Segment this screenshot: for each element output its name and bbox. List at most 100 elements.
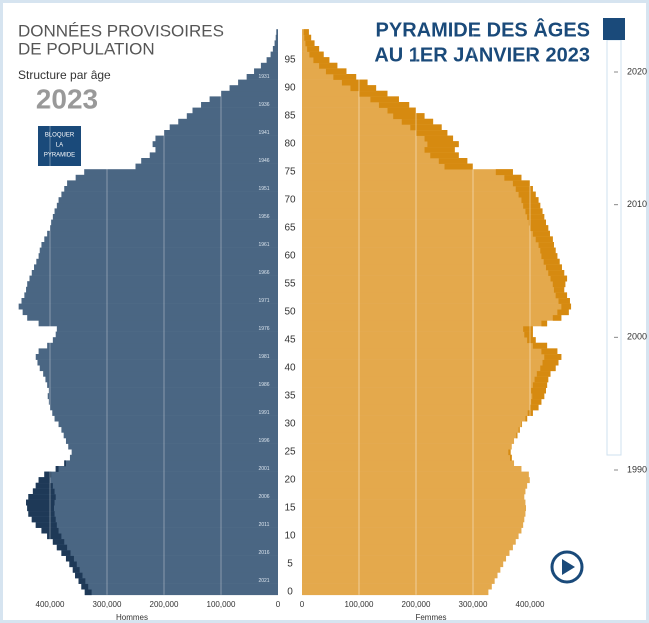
age-label: 0	[287, 587, 293, 598]
bar-men	[55, 331, 279, 338]
excess-women	[424, 135, 454, 142]
bar-men	[48, 398, 278, 405]
bar-women	[302, 342, 548, 349]
bar-men	[27, 314, 279, 321]
bar-women	[302, 124, 442, 131]
bar-men	[61, 426, 279, 433]
slider-label: 2000	[627, 332, 647, 342]
excess-men	[31, 516, 56, 523]
bar-men	[65, 555, 279, 562]
x-tick-label: 200,000	[150, 600, 179, 609]
birth-year-label: 1961	[258, 242, 269, 248]
bar-men	[238, 79, 278, 86]
x-tick-label: 200,000	[402, 600, 431, 609]
excess-women	[508, 449, 511, 456]
bar-women	[302, 74, 357, 80]
bar-men	[164, 130, 278, 136]
year: 2023	[36, 83, 98, 114]
bar-women	[302, 365, 556, 372]
bar-men	[260, 62, 278, 69]
excess-men	[52, 538, 65, 545]
excess-women	[530, 404, 539, 411]
bar-women	[302, 460, 515, 467]
bar-women	[302, 348, 558, 355]
bar-men	[275, 34, 278, 41]
bar-women	[302, 499, 526, 506]
x-tick-label: 400,000	[36, 600, 65, 609]
bar-women	[302, 281, 566, 288]
bar-men	[51, 219, 278, 226]
slider-track[interactable]	[606, 39, 622, 456]
bar-women	[302, 522, 524, 528]
excess-women	[540, 247, 556, 254]
lock-button[interactable]: BLOQUER LA PYRAMIDE	[38, 126, 81, 166]
bar-women	[302, 376, 549, 383]
excess-women	[532, 393, 545, 400]
birth-year-label: 1996	[258, 438, 269, 444]
bar-women	[302, 555, 507, 562]
slider-label: 2010	[627, 199, 647, 209]
bar-men	[254, 68, 278, 75]
excess-women	[512, 180, 530, 187]
bar-men	[22, 309, 278, 316]
age-label: 20	[284, 475, 296, 486]
bar-men	[56, 326, 279, 332]
excess-women	[544, 354, 562, 360]
excess-women	[307, 46, 320, 52]
play-icon[interactable]	[562, 559, 575, 575]
bar-women	[302, 572, 498, 579]
excess-men	[28, 494, 56, 500]
bar-women	[302, 387, 546, 394]
bar-men	[75, 174, 279, 181]
bar-men	[65, 438, 279, 444]
bar-women	[302, 68, 347, 75]
button-label[interactable]: PYRAMIDE	[44, 153, 75, 159]
slider-handle[interactable]	[603, 18, 625, 40]
chart-title: AU 1ER JANVIER 2023	[374, 44, 590, 66]
bar-women	[302, 180, 530, 187]
birth-year-label: 1986	[258, 382, 269, 388]
age-label: 75	[284, 167, 296, 178]
birth-year-label: 1941	[258, 130, 269, 136]
excess-women	[401, 118, 434, 125]
excess-women	[524, 331, 533, 338]
excess-men	[26, 499, 55, 506]
bar-men	[47, 393, 278, 400]
excess-women	[430, 152, 459, 159]
bar-women	[302, 393, 545, 400]
excess-women	[528, 219, 546, 226]
bar-men	[84, 169, 278, 176]
button-bg[interactable]	[38, 126, 81, 166]
bar-men	[63, 432, 279, 439]
bar-women	[302, 197, 539, 204]
bar-women	[302, 191, 536, 198]
bar-women	[302, 382, 548, 388]
bar-men	[34, 264, 278, 271]
excess-women	[535, 236, 553, 243]
excess-women	[548, 270, 565, 276]
bar-women	[302, 561, 504, 568]
excess-men	[75, 572, 83, 579]
button-label[interactable]: LA	[56, 143, 63, 149]
bar-women	[302, 438, 515, 444]
x-tick-label: 100,000	[345, 600, 374, 609]
bar-women	[302, 443, 512, 450]
excess-women	[370, 96, 399, 103]
button-label[interactable]: BLOQUER	[45, 133, 75, 139]
bar-men	[246, 74, 278, 80]
bar-men	[47, 533, 279, 540]
bar-men	[29, 275, 279, 282]
bar-men	[45, 376, 278, 383]
bar-women	[302, 550, 510, 556]
excess-women	[541, 348, 558, 355]
bar-women	[302, 236, 553, 243]
excess-women	[504, 174, 522, 181]
bar-men	[221, 90, 278, 97]
excess-men	[81, 583, 89, 590]
x-tick-label: 0	[300, 600, 305, 609]
birth-year-label: 2016	[258, 550, 269, 556]
excess-women	[541, 320, 548, 327]
birth-year-label: 1981	[258, 354, 269, 360]
play-button[interactable]	[550, 550, 584, 584]
bar-women	[302, 337, 536, 344]
